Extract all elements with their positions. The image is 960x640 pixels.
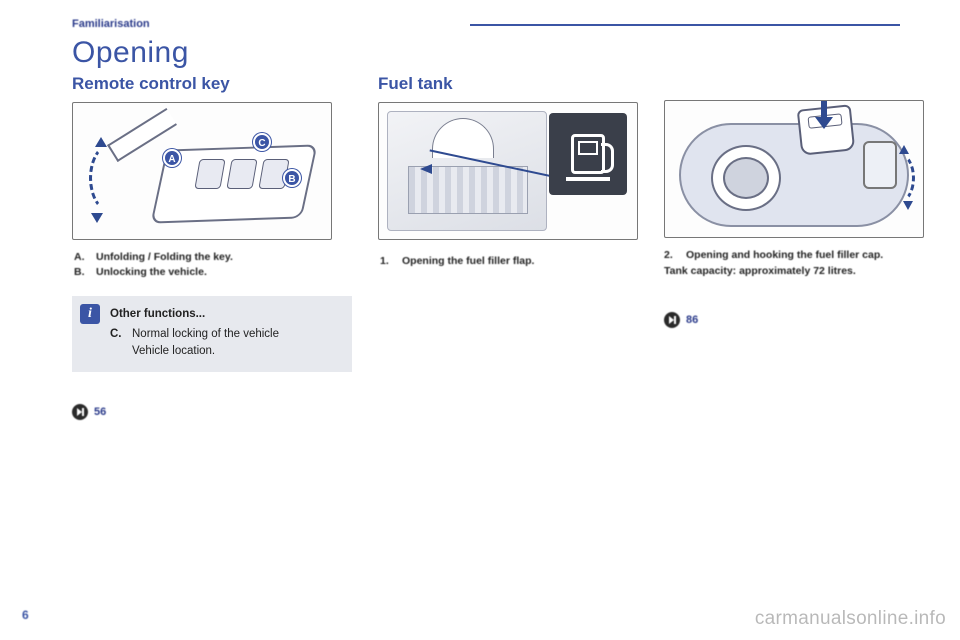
info-line-idx: C. [110, 326, 126, 343]
caption-text: Unfolding / Folding the key. [96, 250, 233, 265]
badge-b: B [283, 169, 301, 187]
caption-idx: A. [74, 250, 88, 265]
column-remote-key: Remote control key A B C A. Unfolding / … [72, 74, 352, 420]
heading-remote-key: Remote control key [72, 74, 352, 94]
page-ref: 56 [72, 404, 352, 420]
caption-idx: 1. [380, 254, 394, 269]
ref-icon [72, 404, 88, 420]
ref-number: 56 [94, 406, 106, 418]
caption-text: Opening the fuel filler flap. [402, 254, 534, 269]
watermark: carmanualsonline.info [755, 608, 946, 630]
caption-list-key: A. Unfolding / Folding the key. B. Unloc… [74, 250, 352, 280]
illustration-remote-key: A B C [72, 102, 332, 240]
illustration-filler-cap [664, 100, 924, 238]
caption-list-flap: 1. Opening the fuel filler flap. [380, 254, 638, 269]
illustration-fuel-flap [378, 102, 638, 240]
page-ref: 86 [664, 312, 924, 328]
info-line-text: Normal locking of the vehicle [132, 326, 279, 343]
caption-idx: B. [74, 265, 88, 280]
badge-c: C [253, 133, 271, 151]
info-heading: Other functions... [110, 306, 340, 323]
ref-icon [664, 312, 680, 328]
page-number: 6 [22, 608, 29, 622]
caption-text: Opening and hooking the fuel filler cap. [686, 248, 883, 264]
info-box: i Other functions... C. Normal locking o… [72, 296, 352, 372]
info-icon: i [80, 304, 100, 324]
badge-a: A [163, 149, 181, 167]
ref-number: 86 [686, 314, 698, 326]
info-line-text: Vehicle location. [132, 343, 215, 360]
column-filler-cap: 2. Opening and hooking the fuel filler c… [664, 74, 924, 420]
heading-fuel-tank: Fuel tank [378, 74, 638, 94]
tank-capacity: Tank capacity: approximately 72 litres. [664, 264, 924, 280]
fuel-pump-icon [549, 113, 627, 195]
column-fuel-tank: Fuel tank 1. Opening the fuel filler fla… [378, 74, 638, 420]
caption-list-cap: 2. Opening and hooking the fuel filler c… [664, 248, 924, 280]
header-divider [470, 24, 900, 26]
caption-text: Unlocking the vehicle. [96, 265, 207, 280]
info-line-spacer [110, 343, 126, 360]
page-title: Opening [72, 36, 920, 70]
caption-idx: 2. [664, 248, 678, 264]
